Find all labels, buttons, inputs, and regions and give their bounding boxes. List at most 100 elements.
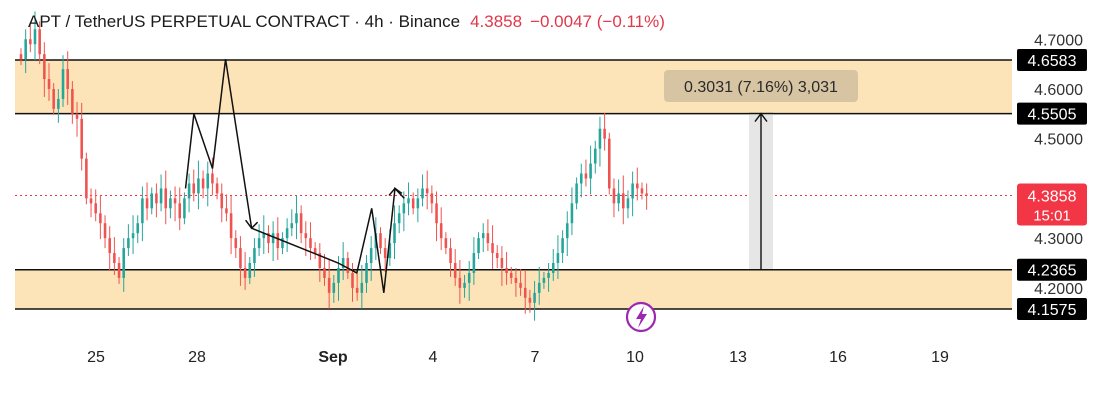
candle xyxy=(267,225,270,254)
candle xyxy=(150,187,154,215)
candle xyxy=(220,183,224,223)
candle xyxy=(257,224,261,257)
candle xyxy=(477,232,480,260)
candle xyxy=(640,182,644,200)
candle xyxy=(570,187,574,236)
x-tick-label: 25 xyxy=(87,349,105,366)
level-tag-label: 4.2365 xyxy=(1028,263,1077,280)
candle xyxy=(528,289,532,313)
price-change: −0.0047 (−0.11%) xyxy=(530,12,665,31)
candle xyxy=(537,266,541,305)
countdown-label: 15:01 xyxy=(1033,207,1071,224)
candle xyxy=(393,205,396,260)
level-tag-label: 4.5505 xyxy=(1028,107,1077,124)
level-tag-label: 4.6583 xyxy=(1028,53,1077,70)
candle xyxy=(80,102,83,171)
candle xyxy=(164,170,168,225)
candle xyxy=(89,188,93,218)
y-tick-label: 4.5000 xyxy=(1034,132,1083,149)
candle xyxy=(225,194,228,222)
candle xyxy=(491,225,494,269)
measure-label-box xyxy=(664,70,858,102)
current-price-label: 4.3858 xyxy=(1028,188,1077,205)
candle xyxy=(299,205,303,244)
x-tick-label: 13 xyxy=(729,349,747,366)
candle xyxy=(94,189,97,222)
candle xyxy=(262,215,266,255)
candle xyxy=(439,207,443,251)
measure-arrowhead xyxy=(754,112,768,123)
candle xyxy=(383,238,387,272)
candle xyxy=(24,29,27,74)
lightning-icon[interactable] xyxy=(625,301,657,333)
zone-0 xyxy=(15,60,1012,114)
last-price: 4.3858 xyxy=(470,12,523,31)
zone-1 xyxy=(15,269,1012,309)
x-axis-ticks: 25 28 Sep 4 7 10 13 16 19 xyxy=(87,349,949,366)
candle xyxy=(75,101,79,137)
candle xyxy=(173,186,177,222)
candle xyxy=(589,145,592,195)
candle xyxy=(351,263,354,302)
level-tag-bg xyxy=(1017,49,1087,71)
candle xyxy=(411,192,415,215)
candle xyxy=(155,183,158,218)
candle xyxy=(309,222,312,261)
y-tick-label: 4.7000 xyxy=(1034,32,1083,49)
zigzag-arrowhead xyxy=(245,219,259,230)
candle xyxy=(584,159,588,187)
candle xyxy=(430,185,434,214)
candle xyxy=(271,221,275,262)
support-resistance-zones xyxy=(15,60,1012,309)
candle xyxy=(435,191,438,242)
y-tick-label: 4.2000 xyxy=(1034,281,1083,298)
candle xyxy=(327,260,331,309)
candle xyxy=(169,190,172,219)
candle xyxy=(472,237,476,285)
current-price-tag-bg xyxy=(1017,183,1087,226)
current-price-tag: 4.3858 15:01 xyxy=(1017,183,1087,226)
candle xyxy=(234,230,238,259)
x-tick-label: Sep xyxy=(318,349,348,366)
candle xyxy=(519,268,522,296)
level-tag-bg xyxy=(1017,298,1087,320)
candle xyxy=(551,249,555,281)
candle xyxy=(19,48,23,66)
candle xyxy=(141,186,144,242)
candle xyxy=(561,230,564,264)
candle xyxy=(285,218,289,253)
y-tick-label: 4.3000 xyxy=(1034,231,1083,248)
candle xyxy=(397,205,401,234)
candle xyxy=(645,183,648,210)
candle xyxy=(379,227,382,255)
candle xyxy=(505,252,508,285)
candle xyxy=(52,83,55,115)
candle xyxy=(290,209,294,237)
candle xyxy=(365,255,368,293)
candle xyxy=(239,236,242,286)
price-range-measure[interactable]: 0.3031 (7.16%) 3,031 xyxy=(664,70,858,271)
candle xyxy=(323,254,326,286)
candle xyxy=(33,11,37,61)
level-tag-bg xyxy=(1017,258,1087,281)
candle xyxy=(341,242,345,280)
candle xyxy=(467,261,471,301)
candle xyxy=(113,237,116,275)
candle xyxy=(416,188,420,223)
candle xyxy=(47,63,51,101)
candle xyxy=(636,167,639,201)
candle xyxy=(556,235,560,279)
candle xyxy=(486,219,490,252)
measure-label: 0.3031 (7.16%) 3,031 xyxy=(684,79,838,96)
candle xyxy=(61,55,65,107)
candle xyxy=(579,163,583,198)
candle xyxy=(332,274,336,303)
candles xyxy=(19,11,648,321)
candle xyxy=(463,274,466,298)
candle xyxy=(145,182,149,221)
candle xyxy=(248,257,252,284)
y-axis-ticks: 4.7000 4.6000 4.5000 4.3000 4.2000 xyxy=(1034,32,1083,298)
candle xyxy=(593,140,597,174)
candle xyxy=(127,224,130,257)
